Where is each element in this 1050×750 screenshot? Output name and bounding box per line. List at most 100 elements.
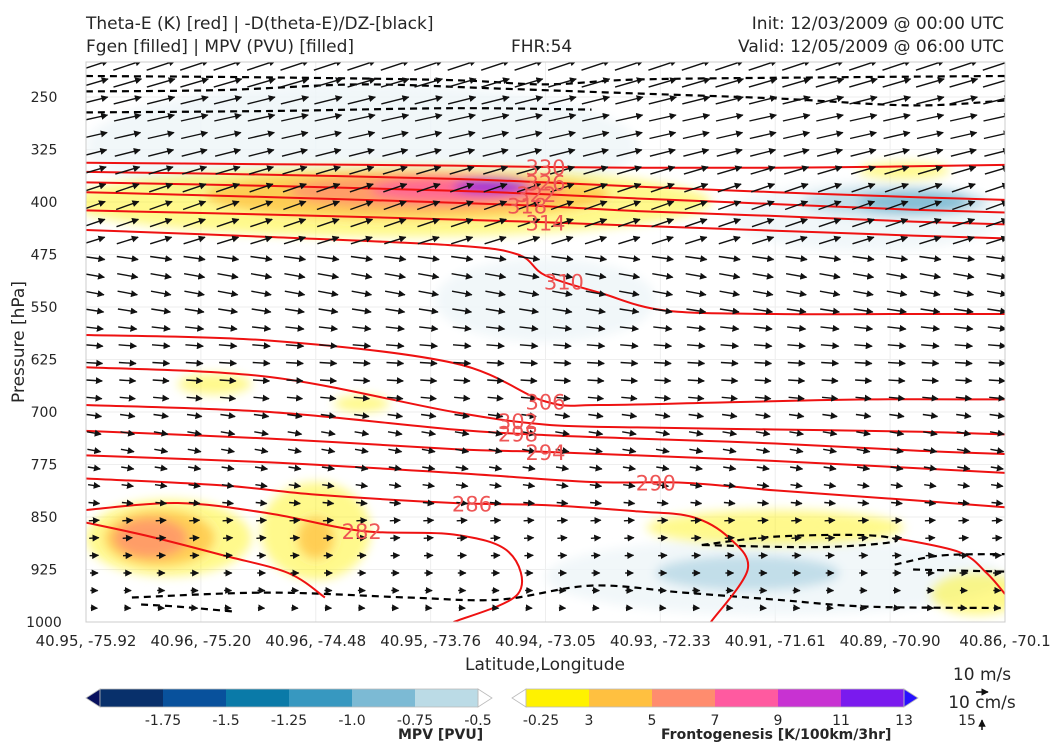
- wind-vector: [819, 272, 841, 280]
- y-tick-label: 925: [31, 563, 58, 579]
- wind-vector: [418, 272, 440, 280]
- wind-vector: [590, 534, 602, 542]
- wind-vector: [422, 499, 435, 507]
- wind-vector: [481, 77, 510, 88]
- wind-vector: [885, 255, 909, 263]
- wind-vector: [815, 95, 845, 105]
- wind-vector: [122, 534, 133, 542]
- wind-vector: [824, 534, 836, 542]
- wind-vector: [148, 182, 174, 193]
- wind-vector: [182, 200, 207, 211]
- wind-vector: [418, 307, 439, 315]
- wind-vector: [220, 412, 236, 420]
- theta-e-contour: [86, 501, 523, 622]
- wind-vector: [653, 342, 673, 350]
- wind-vector: [314, 95, 343, 105]
- wind-vector: [648, 77, 678, 88]
- wind-vector: [790, 481, 803, 489]
- wind-vector: [753, 342, 773, 350]
- wind-vector: [822, 412, 838, 420]
- wind-vector: [984, 165, 1005, 175]
- wind-vector: [351, 290, 373, 298]
- wind-vector: [583, 165, 609, 175]
- wind-vector: [688, 429, 704, 437]
- wind-vector: [916, 95, 945, 105]
- wind-vector: [787, 324, 807, 332]
- wind-vector: [655, 412, 671, 420]
- wind-vector: [254, 447, 269, 455]
- wind-vector: [286, 359, 304, 367]
- wind-vector: [849, 112, 878, 122]
- wind-vector: [552, 290, 573, 298]
- wind-vector: [255, 481, 268, 489]
- wind-vector: [219, 394, 237, 402]
- wind-vector: [651, 235, 674, 245]
- wind-vector: [351, 272, 373, 280]
- wind-vector: [691, 534, 702, 542]
- wind-vector: [918, 182, 943, 193]
- wind-vector: [721, 377, 739, 385]
- wind-vector: [615, 130, 643, 140]
- wind-vector: [751, 235, 775, 245]
- wind-vector: [723, 464, 737, 472]
- wind-vector: [723, 481, 736, 489]
- wind-vector: [616, 165, 642, 175]
- fgen-colorbar-tick-label: 15: [958, 713, 976, 729]
- stability-contour: [894, 553, 1005, 566]
- wind-vector: [448, 112, 476, 122]
- wind-vector: [281, 112, 309, 122]
- theta-e-label: 294: [525, 441, 565, 465]
- wind-vector: [655, 447, 670, 455]
- wind-vector: [888, 377, 906, 385]
- wind-vector: [185, 359, 204, 367]
- wind-vector: [423, 534, 434, 542]
- wind-vector: [347, 95, 376, 105]
- wind-vector: [188, 481, 201, 489]
- wind-vector: [389, 481, 402, 489]
- wind-vector: [490, 534, 501, 542]
- wind-vector: [686, 324, 706, 332]
- wind-vector: [382, 165, 408, 175]
- wind-vector: [420, 377, 438, 385]
- wind-vector: [214, 147, 242, 157]
- fgen-colorbar-extend-high: [903, 688, 919, 708]
- wind-vector: [189, 534, 200, 542]
- wind-vector: [449, 182, 475, 193]
- wind-vector: [120, 412, 136, 420]
- wind-vector: [816, 147, 844, 157]
- wind-vector: [384, 290, 406, 298]
- wind-vector: [355, 499, 368, 507]
- wind-vector: [556, 499, 569, 507]
- wind-vector: [925, 534, 936, 542]
- wind-vector: [519, 342, 539, 350]
- wind-vector: [952, 255, 975, 263]
- wind-vector: [922, 412, 939, 420]
- wind-vector: [850, 147, 877, 157]
- wind-vector: [419, 324, 439, 332]
- theta-e-label: 306: [525, 391, 565, 415]
- wind-vector: [789, 429, 804, 437]
- wind-vector: [382, 147, 409, 157]
- title-line-2: Fgen [filled] | MPV (PVU) [filled]: [86, 37, 355, 57]
- wind-vector: [816, 130, 844, 140]
- wind-vector: [952, 200, 976, 211]
- x-tick-label: 40.91, -71.61: [725, 632, 826, 650]
- wind-vector: [489, 481, 502, 489]
- wind-vector: [953, 307, 974, 315]
- wind-vector: [684, 200, 708, 211]
- wind-vector: [689, 447, 704, 455]
- wind-vector: [487, 412, 504, 420]
- fgen-region: [857, 162, 950, 179]
- wind-vector: [256, 534, 267, 542]
- wind-vector: [651, 200, 675, 211]
- fgen-colorbar-swatch: [778, 689, 842, 707]
- wind-vector: [853, 290, 874, 298]
- wind-vector: [523, 517, 535, 525]
- wind-vector: [985, 200, 1005, 211]
- wind-vector: [251, 290, 272, 298]
- wind-vector: [819, 290, 841, 298]
- y-tick-label: 250: [31, 90, 58, 106]
- wind-vector: [86, 112, 109, 121]
- wind-vector: [452, 342, 472, 350]
- wind-vector: [187, 429, 202, 437]
